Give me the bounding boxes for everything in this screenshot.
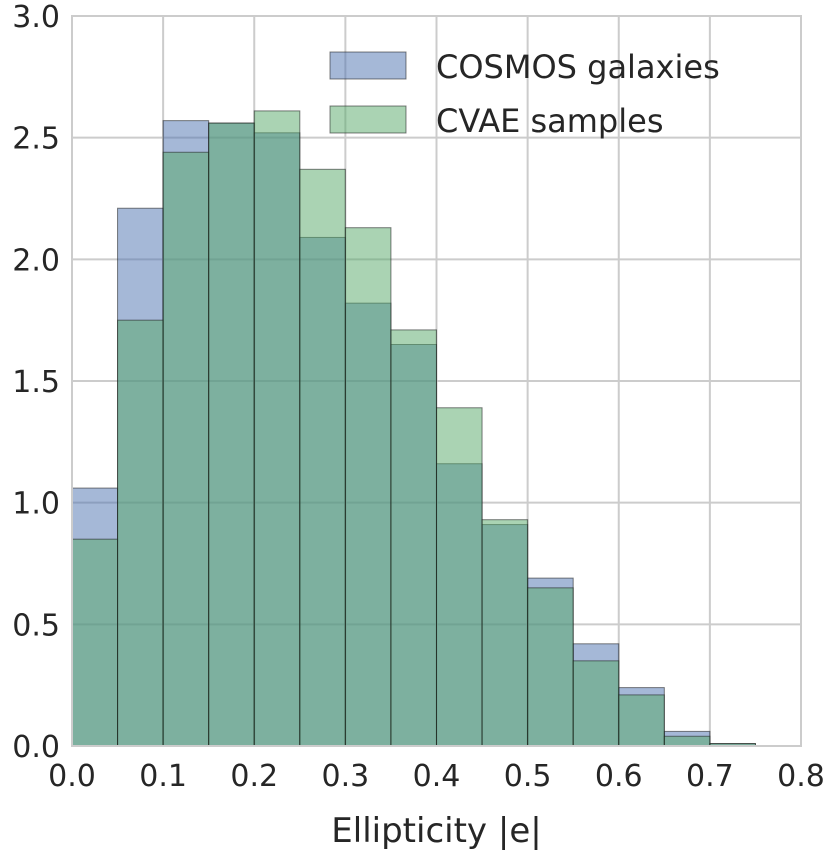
y-tick-labels: 0.0 0.5 1.0 1.5 2.0 2.5 3.0	[12, 0, 60, 765]
x-tick-label: 0.6	[595, 759, 643, 794]
histogram-bar	[618, 694, 665, 747]
histogram-bar	[208, 122, 255, 747]
histogram-bars	[71, 110, 756, 747]
x-axis-label-text: Ellipticity |e|	[331, 811, 541, 851]
legend-label: CVAE samples	[436, 102, 663, 140]
histogram-bar	[253, 110, 301, 747]
x-tick-label: 0.5	[504, 759, 552, 794]
legend-swatch	[329, 51, 407, 80]
y-tick-label: 3.0	[12, 0, 60, 35]
y-tick-label: 1.5	[12, 365, 60, 400]
plot-frame	[71, 15, 802, 747]
histogram-bar	[663, 735, 711, 747]
x-tick-labels: 0.0 0.1 0.2 0.3 0.4 0.5 0.6 0.7 0.8	[48, 759, 825, 794]
x-tick-label: 0.1	[139, 759, 187, 794]
x-axis-label: Ellipticity |e|	[331, 811, 541, 851]
histogram-bar	[299, 168, 346, 747]
histogram-bar	[481, 519, 529, 747]
x-tick-label: 0.2	[230, 759, 278, 794]
histogram-bar	[117, 319, 164, 747]
x-tick-label: 0.3	[322, 759, 370, 794]
histogram-bar	[436, 407, 483, 747]
legend: COSMOS galaxies CVAE samples	[329, 48, 720, 140]
legend-label: COSMOS galaxies	[436, 48, 720, 86]
histogram-bar	[527, 587, 574, 747]
y-tick-label: 2.5	[12, 122, 60, 157]
x-tick-label: 0.4	[413, 759, 461, 794]
series-cvae-bars	[71, 110, 756, 747]
histogram-bar	[71, 538, 119, 747]
legend-swatch	[329, 105, 407, 134]
y-tick-label: 1.0	[12, 487, 60, 522]
y-tick-label: 2.0	[12, 243, 60, 278]
x-tick-label: 0.7	[686, 759, 734, 794]
histogram-bar	[572, 660, 620, 747]
y-tick-label: 0.0	[12, 730, 60, 765]
histogram-bar	[344, 227, 392, 747]
histogram-bar	[390, 329, 437, 747]
x-tick-label: 0.8	[777, 759, 825, 794]
histogram-bar	[162, 151, 210, 747]
y-tick-label: 0.5	[12, 608, 60, 643]
x-tick-label: 0.0	[48, 759, 96, 794]
